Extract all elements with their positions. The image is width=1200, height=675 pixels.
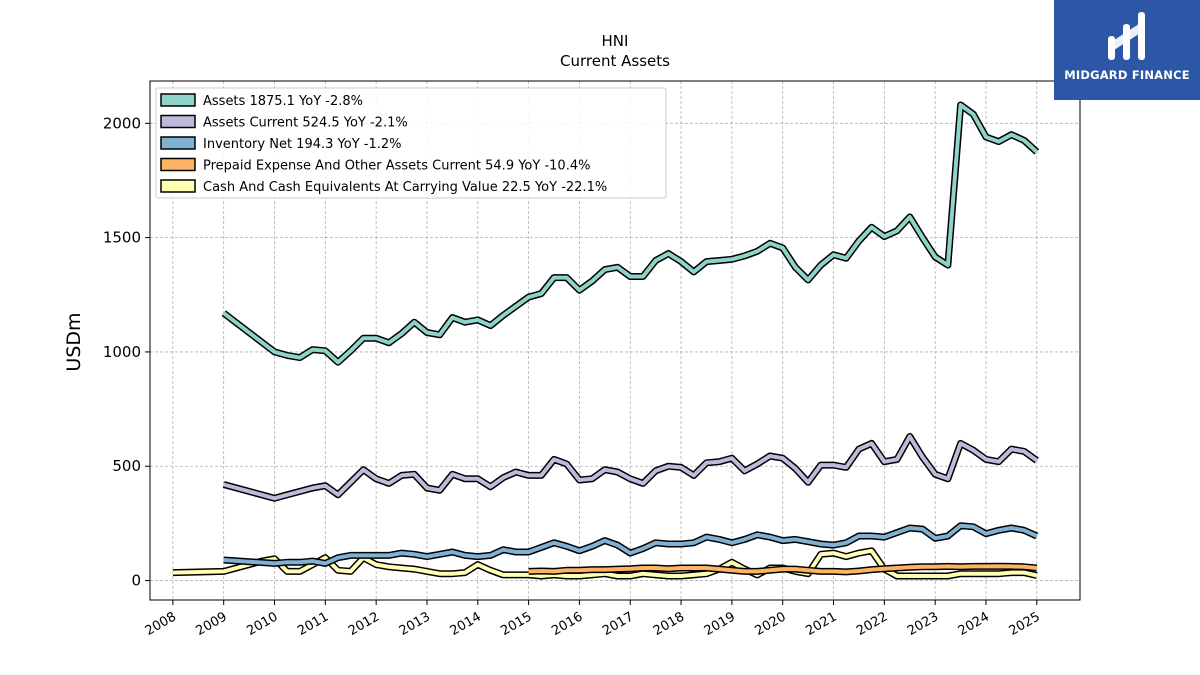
series-line (172, 548, 1038, 578)
midgard-finance-logo: MIDGARD FINANCE (1054, 0, 1200, 100)
y-tick-label: 1500 (103, 229, 141, 247)
legend-label: Inventory Net 194.3 YoY -1.2% (203, 137, 402, 152)
x-tick-label: 2019 (702, 609, 738, 639)
series-line (222, 103, 1039, 365)
plot-frame (149, 80, 1081, 601)
y-tick-label: 2000 (103, 114, 141, 132)
x-tick-label: 2015 (498, 609, 534, 639)
x-tick-label: 2018 (651, 609, 687, 639)
legend-swatch (160, 93, 196, 107)
logo-text: MIDGARD FINANCE (1064, 68, 1190, 82)
y-tick-label: 1000 (103, 343, 141, 361)
x-tick-label: 2008 (143, 609, 179, 639)
series-line (223, 523, 1038, 566)
x-tick-label: 2022 (854, 609, 890, 639)
chart-subtitle: Current Assets (560, 52, 670, 70)
legend-label: Prepaid Expense And Other Assets Current… (203, 159, 590, 174)
logo-mark-icon (1108, 12, 1145, 60)
x-tick-label: 2016 (549, 609, 585, 639)
x-tick-label: 2012 (346, 609, 382, 639)
series-line (528, 564, 1037, 574)
y-axis-label: USDm (63, 312, 85, 371)
x-tick-label: 2011 (295, 609, 331, 639)
y-tick-label: 500 (112, 457, 141, 475)
series-line (223, 434, 1038, 501)
legend-label: Cash And Cash Equivalents At Carrying Va… (203, 180, 607, 195)
x-tick-label: 2017 (600, 609, 636, 639)
x-tick-label: 2023 (905, 609, 941, 639)
legend: Assets 1875.1 YoY -2.8% Assets Current 52… (155, 87, 667, 199)
x-tick-label: 2010 (244, 609, 280, 639)
legend-swatch (160, 157, 196, 172)
legend-label: Assets 1875.1 YoY -2.8% (203, 94, 363, 109)
chart-title: HNI (601, 32, 629, 50)
legend-label: Assets Current 524.5 YoY -2.1% (203, 116, 408, 131)
x-tick-label: 2014 (448, 609, 484, 639)
legend-box (155, 87, 667, 199)
legend-swatch (160, 114, 196, 129)
x-tick-label: 2024 (956, 609, 992, 639)
x-tick-label: 2013 (397, 609, 433, 639)
x-tick-label: 2009 (194, 609, 230, 639)
x-tick-label: 2021 (803, 609, 839, 639)
legend-swatch (160, 179, 196, 193)
y-tick-label: 0 (131, 572, 141, 590)
legend-swatch (160, 136, 196, 150)
series-lines (172, 101, 1040, 580)
x-tick-label: 2025 (1007, 609, 1043, 639)
x-tick-label: 2020 (753, 609, 789, 639)
